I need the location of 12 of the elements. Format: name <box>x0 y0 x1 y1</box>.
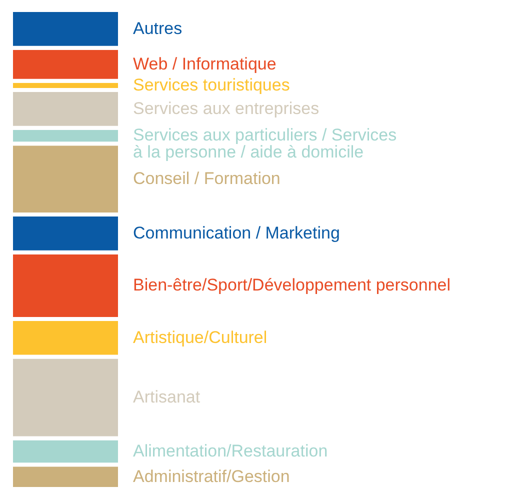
series-label: Artisanat <box>133 388 200 407</box>
series-label: Administratif/Gestion <box>133 466 290 486</box>
series-label: Services aux entreprises <box>133 98 320 118</box>
series-label: Artistique/Culturel <box>133 328 268 347</box>
series-label: Services touristiques <box>133 75 290 94</box>
series-label: Conseil / Formation <box>133 169 280 188</box>
series-label: Communication / Marketing <box>133 223 340 242</box>
series-label: Web / Informatique <box>133 54 276 74</box>
series-label: Bien-être/Sport/Développement personnel <box>133 276 451 295</box>
series-label: Services aux particuliers / Services à la personne / aide à domicile <box>133 126 397 162</box>
series-label: Autres <box>133 18 182 38</box>
series-label: Alimentation/Restauration <box>133 441 328 460</box>
